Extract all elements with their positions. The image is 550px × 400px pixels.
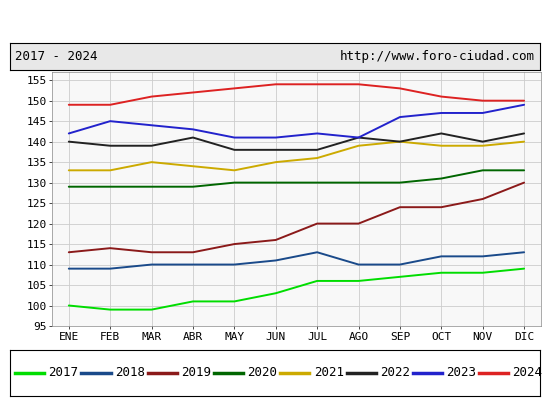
Text: 2022: 2022 xyxy=(380,366,410,380)
Text: 2019: 2019 xyxy=(181,366,211,380)
Text: 2023: 2023 xyxy=(446,366,476,380)
Text: 2021: 2021 xyxy=(314,366,344,380)
Text: 2017 - 2024: 2017 - 2024 xyxy=(15,50,98,63)
Text: 2017: 2017 xyxy=(48,366,79,380)
Text: 2020: 2020 xyxy=(248,366,277,380)
Text: http://www.foro-ciudad.com: http://www.foro-ciudad.com xyxy=(340,50,535,63)
Text: 2018: 2018 xyxy=(115,366,145,380)
Text: 2024: 2024 xyxy=(513,366,542,380)
Text: Evolucion num de emigrantes en Punta Umbría: Evolucion num de emigrantes en Punta Umb… xyxy=(79,12,471,30)
